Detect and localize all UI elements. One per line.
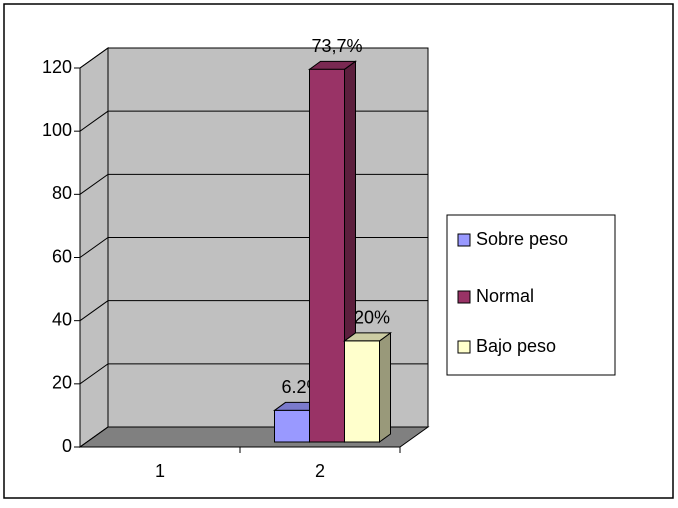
legend-label: Normal [476, 286, 534, 306]
y-tick-label: 80 [52, 183, 72, 203]
y-tick-label: 120 [42, 57, 72, 77]
bar-side [379, 331, 391, 443]
y-tick-label: 0 [62, 436, 72, 456]
y-tick-label: 20 [52, 373, 72, 393]
x-tick-label: 2 [315, 461, 325, 481]
bar [274, 409, 310, 443]
annotation: 20% [354, 308, 390, 328]
legend-box [446, 214, 616, 376]
annotation: 73,7% [311, 36, 362, 56]
bar [309, 68, 345, 443]
x-tick-label: 1 [155, 461, 165, 481]
y-tick-label: 40 [52, 309, 72, 329]
legend-swatch [457, 290, 471, 304]
y-tick-label: 60 [52, 246, 72, 266]
legend-swatch [457, 340, 471, 354]
grid-line [79, 47, 428, 69]
legend-label: Sobre peso [476, 229, 568, 249]
y-tick-label: 100 [42, 120, 72, 140]
legend-swatch [457, 233, 471, 247]
bar [344, 340, 380, 443]
legend-label: Bajo peso [476, 336, 556, 356]
